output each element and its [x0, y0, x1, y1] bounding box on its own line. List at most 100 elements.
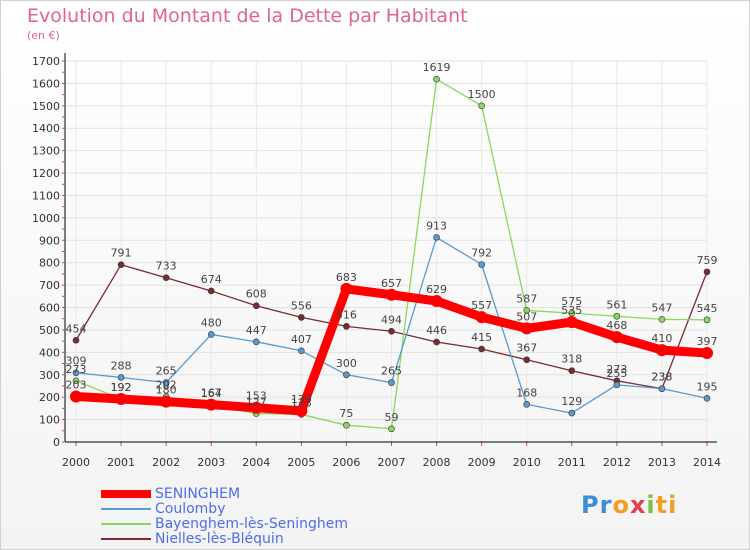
- x-tick-label-2007: 2007: [378, 456, 406, 469]
- point-SENINGHEM-2003: [205, 398, 218, 411]
- point-Coulomby-2007: [388, 379, 395, 386]
- data-label-Coulomby-2009: 792: [471, 246, 492, 259]
- data-label-Coulomby-2007: 265: [381, 365, 402, 378]
- point-Nielles-lès-Bléquin-2011: [568, 367, 576, 375]
- x-tick-label-2013: 2013: [648, 456, 676, 469]
- data-label-SENINGHEM-2008: 629: [426, 283, 447, 296]
- point-Nielles-lès-Bléquin-2000: [72, 336, 80, 344]
- data-label-Nielles-lès-Bléquin-2011: 318: [561, 353, 582, 366]
- y-tick-label-1000: 1000: [32, 212, 60, 225]
- point-Nielles-lès-Bléquin-2007: [388, 327, 395, 335]
- data-label-Nielles-lès-Bléquin-2013: 238: [651, 371, 672, 384]
- point-Coulomby-2011: [568, 409, 576, 417]
- point-Coulomby-2000: [72, 369, 80, 377]
- series-lines: [70, 75, 713, 433]
- y-tick-label-1500: 1500: [32, 100, 60, 113]
- data-label-Nielles-lès-Bléquin-2005: 556: [291, 299, 312, 312]
- data-label-SENINGHEM-2006: 683: [336, 271, 357, 284]
- x-tick-label-2003: 2003: [197, 456, 225, 469]
- data-label-Coulomby-2003: 480: [201, 316, 222, 329]
- point-Bayenghem-lès-Seninghem-2013: [658, 316, 666, 323]
- data-label-SENINGHEM-2001: 192: [111, 381, 132, 394]
- y-tick-label-1100: 1100: [32, 189, 60, 202]
- x-tick-label-2004: 2004: [242, 456, 270, 469]
- data-label-Bayenghem-lès-Seninghem-2003: 164: [201, 387, 222, 400]
- point-Coulomby-2003: [207, 331, 215, 338]
- legend-label: SENINGHEM: [155, 486, 241, 502]
- data-label-Nielles-lès-Bléquin-2000: 454: [66, 322, 87, 335]
- data-label-Nielles-lès-Bléquin-2001: 791: [111, 247, 132, 260]
- point-Coulomby-2004: [252, 338, 260, 346]
- axes: 0 100 200 300 400 500 600 700 800 900 1000 1100 1200…: [32, 53, 721, 469]
- point-Bayenghem-lès-Seninghem-2010: [523, 307, 531, 314]
- data-label-Nielles-lès-Bléquin-2003: 674: [201, 273, 222, 286]
- data-label-Bayenghem-lès-Seninghem-2008: 1619: [423, 61, 451, 74]
- legend-swatch: [101, 523, 151, 525]
- point-Bayenghem-lès-Seninghem-2006: [343, 421, 350, 429]
- logo-letter: ti: [655, 491, 678, 519]
- point-Nielles-lès-Bléquin-2004: [252, 302, 260, 310]
- point-Bayenghem-lès-Seninghem-2009: [478, 102, 485, 110]
- logo-letter: o: [612, 491, 630, 519]
- data-label-Coulomby-2008: 913: [426, 219, 447, 232]
- data-label-Bayenghem-lès-Seninghem-2000: 273: [66, 363, 87, 376]
- data-label-Nielles-lès-Bléquin-2009: 415: [471, 331, 492, 344]
- data-label-Coulomby-2001: 288: [111, 359, 132, 372]
- x-tick-label-2006: 2006: [332, 456, 360, 469]
- x-tick-label-2008: 2008: [423, 456, 451, 469]
- data-label-Bayenghem-lès-Seninghem-2014: 545: [697, 302, 718, 315]
- point-SENINGHEM-2001: [115, 392, 128, 405]
- y-tick-label-100: 100: [39, 414, 60, 427]
- legend-label: Nielles-lès-Bléquin: [155, 531, 284, 547]
- point-Nielles-lès-Bléquin-2009: [478, 345, 485, 353]
- point-Coulomby-2013: [658, 385, 666, 392]
- y-tick-label-200: 200: [39, 391, 60, 404]
- point-Bayenghem-lès-Seninghem-2000: [72, 377, 80, 385]
- data-label-Bayenghem-lès-Seninghem-2012: 561: [606, 298, 627, 311]
- data-label-Nielles-lès-Bléquin-2006: 516: [336, 308, 357, 321]
- logo-letter: x: [629, 491, 647, 519]
- point-SENINGHEM-2010: [520, 322, 533, 335]
- point-Nielles-lès-Bléquin-2003: [207, 287, 215, 295]
- x-tick-label-2011: 2011: [558, 456, 586, 469]
- y-tick-label-400: 400: [39, 346, 60, 359]
- legend-swatch: [101, 508, 151, 510]
- data-label-Coulomby-2005: 407: [291, 333, 312, 346]
- data-label-Bayenghem-lès-Seninghem-2010: 587: [516, 292, 537, 305]
- data-label-SENINGHEM-2011: 535: [561, 304, 582, 317]
- point-SENINGHEM-2005: [295, 404, 308, 417]
- y-tick-label-700: 700: [39, 279, 60, 292]
- proxiti-logo: Proxiti: [581, 491, 677, 519]
- data-label-Nielles-lès-Bléquin-2007: 494: [381, 313, 402, 326]
- data-label-SENINGHEM-2003: 167: [201, 387, 222, 400]
- point-SENINGHEM-2011: [565, 316, 578, 329]
- data-label-Nielles-lès-Bléquin-2002: 733: [156, 260, 177, 273]
- data-label-SENINGHEM-2005: 139: [291, 393, 312, 406]
- x-tick-label-2012: 2012: [603, 456, 631, 469]
- data-label-Nielles-lès-Bléquin-2010: 367: [516, 342, 537, 355]
- point-SENINGHEM-2009: [475, 311, 488, 324]
- data-label-Coulomby-2004: 447: [246, 324, 267, 337]
- point-SENINGHEM-2000: [70, 390, 82, 403]
- y-tick-label-1400: 1400: [32, 122, 60, 135]
- y-tick-label-300: 300: [39, 369, 60, 382]
- point-Coulomby-2005: [298, 347, 305, 355]
- data-label-Bayenghem-lès-Seninghem-2006: 75: [339, 407, 353, 420]
- y-tick-label-1600: 1600: [32, 77, 60, 90]
- data-label-Coulomby-2002: 265: [156, 365, 177, 378]
- data-label-SENINGHEM-2007: 657: [381, 277, 402, 290]
- y-tick-label-1700: 1700: [32, 55, 60, 68]
- point-SENINGHEM-2014: [701, 347, 713, 360]
- point-SENINGHEM-2002: [160, 395, 173, 408]
- data-label-SENINGHEM-2009: 557: [471, 299, 492, 312]
- y-tick-label-1200: 1200: [32, 167, 60, 180]
- data-label-Bayenghem-lès-Seninghem-2001: 192: [111, 381, 132, 394]
- data-label-Bayenghem-lès-Seninghem-2005: 123: [291, 396, 312, 409]
- x-tick-label-2001: 2001: [107, 456, 135, 469]
- data-label-Nielles-lès-Bléquin-2014: 759: [697, 254, 718, 267]
- y-tick-label-1300: 1300: [32, 145, 60, 158]
- y-tick-label-500: 500: [39, 324, 60, 337]
- point-Coulomby-2002: [162, 379, 170, 386]
